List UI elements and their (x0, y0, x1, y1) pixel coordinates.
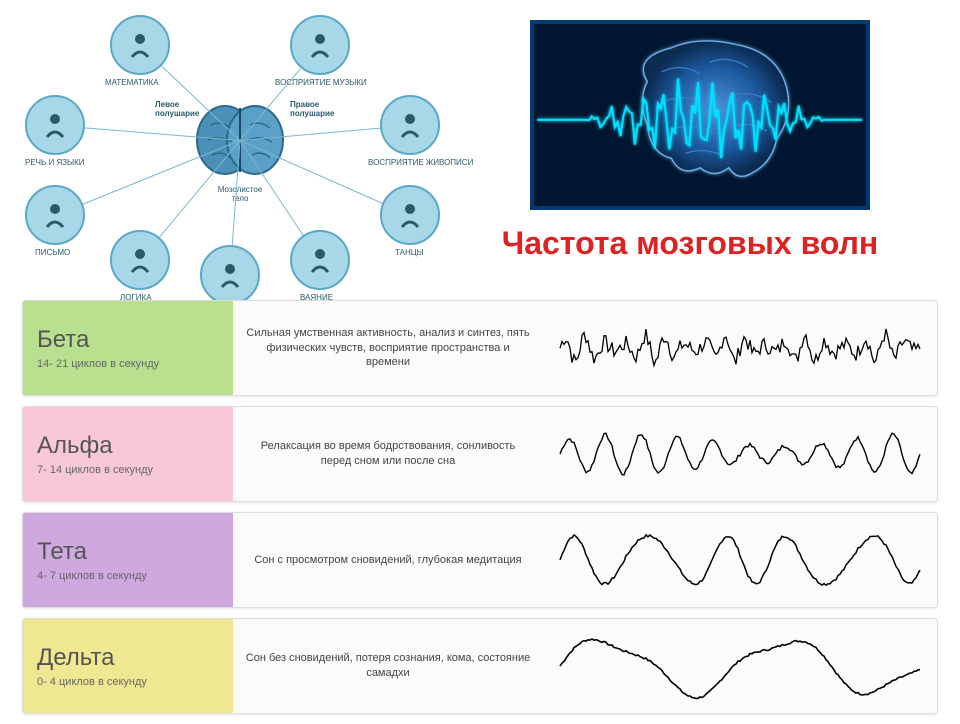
bubble-dance (380, 185, 440, 245)
wave-description: Сон с просмотром сновидений, глубокая ме… (233, 513, 543, 607)
main-title: Частота мозговых волн (480, 225, 900, 262)
wave-plot (543, 619, 937, 713)
wave-description: Сон без сновидений, потеря сознания, ком… (233, 619, 543, 713)
brain-hemispheres-diagram: Левое полушарие Правое полушарие Мозолис… (0, 0, 480, 290)
wave-description: Релаксация во время бодрствования, сонли… (233, 407, 543, 501)
bubble-music (290, 15, 350, 75)
right-hemisphere-label: Правое полушарие (290, 100, 340, 118)
wave-frequency: 7- 14 циклов в секунду (37, 464, 219, 476)
bubble-label-math: МАТЕМАТИКА (105, 78, 159, 87)
bubble-speech (25, 95, 85, 155)
bubble-fantasy (200, 245, 260, 305)
wave-row-beta: Бета 14- 21 циклов в секунду Сильная умств… (22, 300, 938, 396)
wave-row-theta: Тета 4- 7 циклов в секунду Сон с просмотро… (22, 512, 938, 608)
brain-eeg-image (530, 20, 870, 210)
wave-description: Сильная умственная активность, анализ и … (233, 301, 543, 395)
bubble-label-speech: РЕЧЬ И ЯЗЫКИ (25, 158, 85, 167)
brainwave-table: Бета 14- 21 циклов в секунду Сильная умств… (22, 300, 938, 724)
wave-frequency: 14- 21 циклов в секунду (37, 358, 219, 370)
bubble-math (110, 15, 170, 75)
bubble-painting (380, 95, 440, 155)
wave-row-alpha: Альфа 7- 14 циклов в секунду Релаксация во… (22, 406, 938, 502)
wave-label-block: Альфа 7- 14 циклов в секунду (23, 407, 233, 501)
bubble-writing (25, 185, 85, 245)
wave-label-block: Дельта 0- 4 циклов в секунду (23, 619, 233, 713)
wave-name: Дельта (37, 644, 219, 672)
bubble-label-writing: ПИСЬМО (35, 248, 70, 257)
bubble-label-music: ВОСПРИЯТИЕ МУЗЫКИ (275, 78, 367, 87)
wave-name: Альфа (37, 432, 219, 460)
bubble-label-dance: ТАНЦЫ (395, 248, 424, 257)
wave-frequency: 4- 7 циклов в секунду (37, 570, 219, 582)
wave-row-delta: Дельта 0- 4 циклов в секунду Сон без снови… (22, 618, 938, 714)
corpus-callosum-label: Мозолистое тело (210, 185, 270, 203)
wave-plot (543, 513, 937, 607)
wave-label-block: Бета 14- 21 циклов в секунду (23, 301, 233, 395)
wave-name: Тета (37, 538, 219, 566)
wave-plot (543, 301, 937, 395)
wave-label-block: Тета 4- 7 циклов в секунду (23, 513, 233, 607)
wave-name: Бета (37, 326, 219, 354)
bubble-label-painting: ВОСПРИЯТИЕ ЖИВОПИСИ (368, 158, 473, 167)
bubble-sculpt (290, 230, 350, 290)
bubble-logic (110, 230, 170, 290)
wave-frequency: 0- 4 циклов в секунду (37, 676, 219, 688)
left-hemisphere-label: Левое полушарие (155, 100, 195, 118)
wave-plot (543, 407, 937, 501)
